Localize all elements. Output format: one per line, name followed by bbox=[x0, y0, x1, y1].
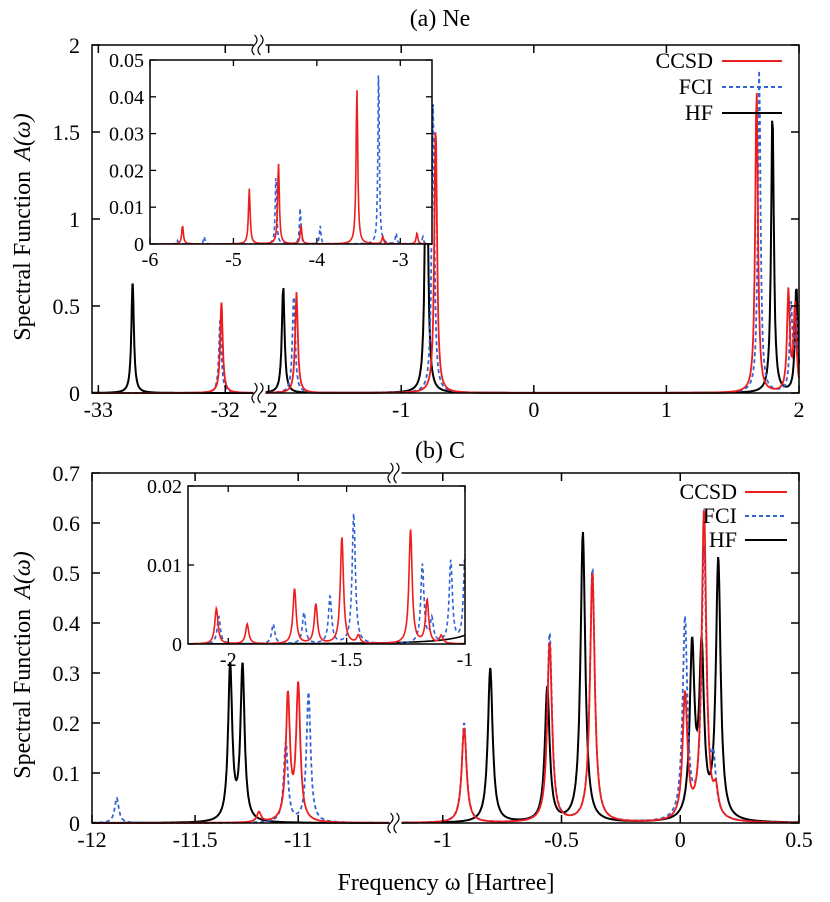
inset-y-tick-label: 0.02 bbox=[109, 160, 144, 182]
ylabel-symbol: A(ω) bbox=[10, 551, 36, 601]
panel-a-legend: CCSD FCI HF bbox=[656, 48, 782, 125]
y-tick-label: 0.2 bbox=[53, 711, 81, 736]
svg-text:Spectral FunctionA(ω): Spectral Function A(ω) bbox=[10, 551, 36, 779]
series-hf-segment-1 bbox=[92, 661, 391, 824]
x-tick-label: -1 bbox=[392, 397, 410, 422]
axis-break-mark bbox=[387, 812, 394, 834]
legend-ccsd-label: CCSD bbox=[680, 479, 737, 504]
x-tick-label: -11.5 bbox=[173, 827, 218, 852]
y-tick-label: 0.5 bbox=[53, 294, 81, 319]
legend-ccsd-label: CCSD bbox=[656, 48, 713, 73]
inset-y-tick-label: 0 bbox=[172, 634, 182, 656]
inset-background bbox=[150, 60, 432, 244]
y-tick-label: 0.1 bbox=[53, 761, 81, 786]
inset-frame bbox=[149, 59, 433, 245]
inset-series-ccsd bbox=[188, 529, 465, 644]
inset-x-tick-label: -4 bbox=[309, 249, 326, 271]
legend-hf-label: HF bbox=[685, 100, 713, 125]
series-ccsd-segment-2 bbox=[399, 509, 799, 824]
x-tick-label: -2 bbox=[259, 397, 277, 422]
legend-fci-label: FCI bbox=[703, 503, 737, 528]
x-tick-label: 0 bbox=[675, 827, 686, 852]
panel-b-legend: CCSD FCI HF bbox=[680, 479, 787, 552]
ylabel-main: Spectral Function bbox=[10, 609, 36, 779]
legend-fci-label: FCI bbox=[679, 74, 713, 99]
y-tick-label: 0.7 bbox=[53, 461, 81, 486]
inset-x-tick-label: -1.5 bbox=[331, 649, 363, 671]
y-tick-label: 0.6 bbox=[53, 511, 81, 536]
svg-text:Spectral FunctionA(ω): Spectral Function A(ω) bbox=[10, 113, 36, 341]
axis-break-mark bbox=[251, 34, 258, 56]
x-tick-label: -33 bbox=[84, 397, 113, 422]
y-axis-label-a: Spectral Function A(ω) bbox=[10, 113, 36, 341]
y-tick-label: 1.5 bbox=[53, 120, 81, 145]
inset-y-tick-label: 0.05 bbox=[109, 50, 144, 72]
ylabel-symbol: A(ω) bbox=[10, 113, 36, 163]
y-tick-label: 0.3 bbox=[53, 661, 81, 686]
y-tick-label: 0 bbox=[69, 381, 80, 406]
axis-break-mark bbox=[251, 382, 258, 404]
inset-y-tick-label: 0.04 bbox=[109, 87, 144, 109]
inset-x-tick-label: -6 bbox=[142, 249, 159, 271]
axis-break-mark bbox=[387, 462, 394, 484]
axis-break-gap bbox=[389, 469, 402, 477]
series-hf-segment-2 bbox=[400, 531, 799, 824]
inset-x-tick-label: -2 bbox=[220, 649, 237, 671]
axis-break-gap bbox=[253, 41, 266, 49]
panel-a: (a) Ne -33 -32 -2 -1 0 1 2 0 0.5 1 1.5 2 -6 -5 -4 -3 0 0… bbox=[53, 6, 805, 422]
inset-x-tick-label: -3 bbox=[392, 249, 409, 271]
y-tick-label: 0 bbox=[69, 811, 80, 836]
legend-hf-label: HF bbox=[709, 527, 737, 552]
x-axis-label: Frequency ω [Hartree] bbox=[337, 870, 554, 896]
axis-break-mark bbox=[257, 382, 264, 404]
x-tick-label: -32 bbox=[211, 397, 240, 422]
inset-background bbox=[188, 486, 465, 644]
panel-a-title: (a) Ne bbox=[410, 6, 471, 32]
panel-b-inset: -2 -1.5 -1 0 0.01 0.02 bbox=[147, 476, 473, 671]
inset-y-tick-label: 0.02 bbox=[147, 476, 182, 498]
axis-break-gap bbox=[253, 389, 266, 397]
inset-y-tick-label: 0.03 bbox=[109, 124, 144, 146]
inset-x-tick-label: -5 bbox=[225, 249, 242, 271]
x-tick-label: -1 bbox=[434, 827, 452, 852]
x-tick-label: -0.5 bbox=[544, 827, 579, 852]
axis-break-mark bbox=[393, 462, 400, 484]
x-tick-label: -11 bbox=[284, 827, 313, 852]
panel-a-plot-area: -33 -32 -2 -1 0 1 2 0 0.5 1 1.5 2 bbox=[53, 33, 805, 422]
inset-y-tick-label: 0.01 bbox=[147, 555, 182, 577]
series-ccsd-segment-1 bbox=[92, 302, 257, 394]
panel-a-inset: -6 -5 -4 -3 0 0.01 0.02 0.03 0.04 0.05 bbox=[109, 50, 433, 271]
inset-y-tick-label: 0.01 bbox=[109, 197, 144, 219]
series-fci-segment-1 bbox=[92, 319, 257, 394]
axis-break-mark bbox=[257, 34, 264, 56]
y-tick-label: 2 bbox=[69, 33, 80, 58]
panel-b: (b) C -12 -11.5 -11 -1 -0.5 0 0.5 0 0.1 0.2 0.3 0.4… bbox=[53, 438, 813, 852]
x-tick-label: 0 bbox=[528, 397, 539, 422]
y-axis-label-b: Spectral Function A(ω) bbox=[10, 551, 36, 779]
series-hf-segment-1 bbox=[92, 283, 257, 394]
inset-y-tick-label: 0 bbox=[134, 234, 144, 256]
panel-b-plot-area: -12 -11.5 -11 -1 -0.5 0 0.5 0 0.1 0.2 0.3 0.4 0.5 0.6… bbox=[53, 461, 813, 852]
y-tick-label: 1 bbox=[69, 207, 80, 232]
x-tick-label: 1 bbox=[661, 397, 672, 422]
ylabel-main: Spectral Function bbox=[10, 171, 36, 341]
plot-frame bbox=[91, 472, 800, 824]
axis-break-gap bbox=[389, 819, 402, 827]
inset-x-tick-label: -1 bbox=[457, 649, 474, 671]
panel-b-title: (b) C bbox=[415, 438, 465, 464]
y-tick-label: 0.4 bbox=[53, 611, 81, 636]
x-tick-label: -12 bbox=[77, 827, 106, 852]
x-tick-label: 2 bbox=[794, 397, 805, 422]
x-tick-label: 0.5 bbox=[785, 827, 813, 852]
axis-break-mark bbox=[393, 812, 400, 834]
y-tick-label: 0.5 bbox=[53, 561, 81, 586]
